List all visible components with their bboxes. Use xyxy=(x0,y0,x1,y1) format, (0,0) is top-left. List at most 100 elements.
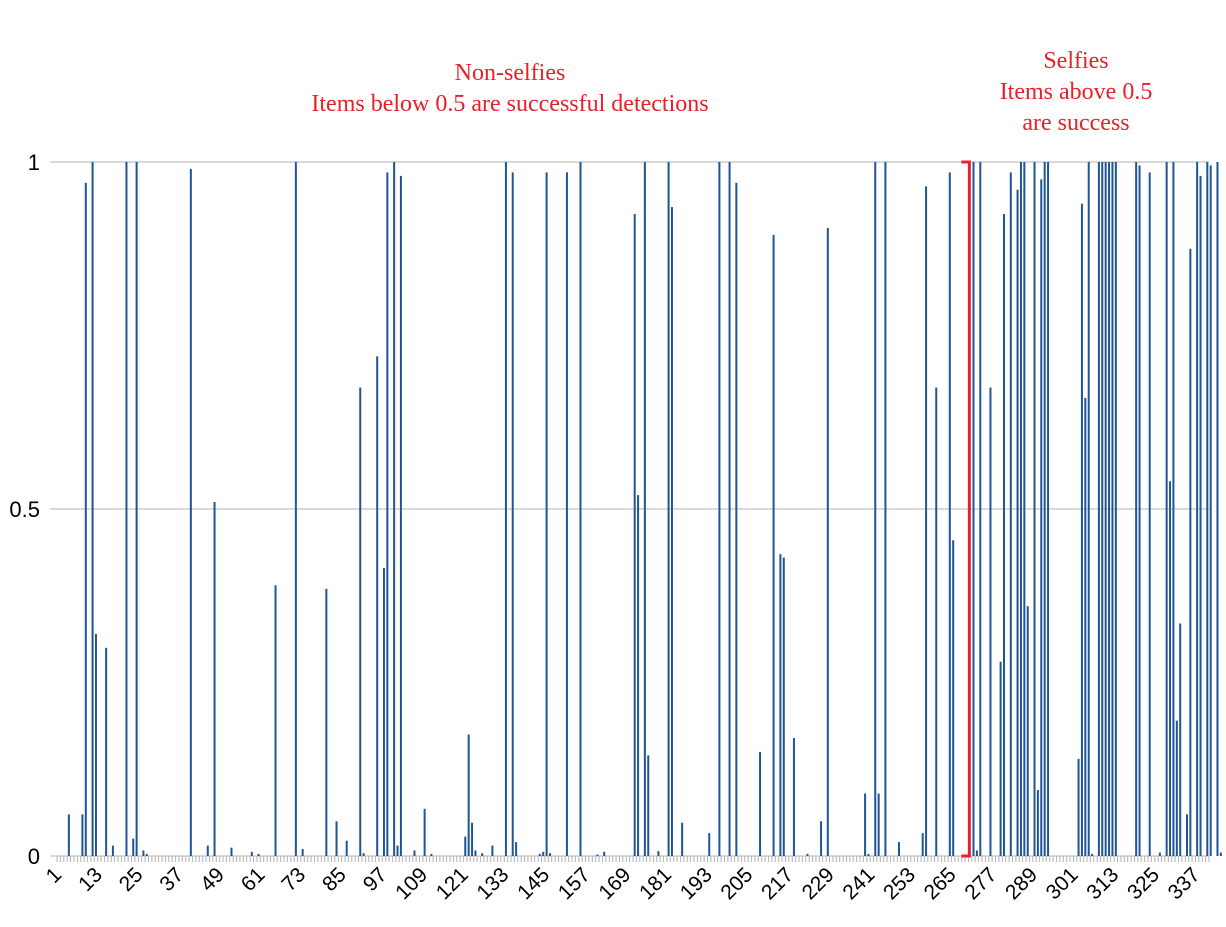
bar xyxy=(1216,162,1219,856)
bar xyxy=(105,647,108,856)
bar xyxy=(81,814,84,856)
bar xyxy=(1009,172,1012,856)
bar xyxy=(542,851,545,856)
bar xyxy=(125,162,128,856)
bar xyxy=(897,842,900,856)
bar xyxy=(376,356,379,856)
bar xyxy=(1138,165,1141,857)
bar xyxy=(382,567,385,856)
x-tick-label: 205 xyxy=(716,863,757,904)
x-tick-label: 265 xyxy=(920,863,961,904)
x-tick-label: 289 xyxy=(1001,863,1042,904)
bar xyxy=(1209,165,1212,857)
bar xyxy=(396,845,399,856)
x-tick-label: 133 xyxy=(472,863,513,904)
bar xyxy=(1084,397,1087,856)
bar xyxy=(111,845,114,856)
bar xyxy=(874,162,877,856)
x-tick-label: 217 xyxy=(757,863,798,904)
x-tick-label: 73 xyxy=(277,863,310,896)
bar xyxy=(948,172,951,856)
bar xyxy=(1101,162,1104,856)
bar xyxy=(471,822,474,856)
bar xyxy=(1148,172,1151,856)
bar xyxy=(1108,162,1111,856)
bar xyxy=(735,182,738,856)
bar xyxy=(1023,162,1026,856)
bar xyxy=(1033,162,1036,856)
bar xyxy=(84,182,87,856)
bar xyxy=(467,734,470,856)
bar xyxy=(1114,162,1117,856)
bar xyxy=(345,840,348,856)
y-tick-label: 0.5 xyxy=(9,497,40,522)
x-tick-label: 121 xyxy=(432,863,473,904)
bar xyxy=(1111,162,1114,856)
bar xyxy=(708,833,711,856)
bar xyxy=(1199,175,1202,856)
x-tick-label: 169 xyxy=(594,863,635,904)
bar xyxy=(979,162,982,856)
y-axis-tick-labels: 00.51 xyxy=(9,150,40,869)
bar xyxy=(362,853,365,856)
bar xyxy=(1047,162,1050,856)
bar xyxy=(935,387,938,856)
bar xyxy=(792,738,795,856)
bar xyxy=(274,585,277,856)
bar xyxy=(1026,606,1029,856)
x-tick-label: 49 xyxy=(196,863,229,896)
bar xyxy=(142,850,145,856)
non-selfies-annotation: Non-selfies Items below 0.5 are successf… xyxy=(210,58,810,120)
bar xyxy=(515,842,518,856)
x-tick-label: 277 xyxy=(960,863,1001,904)
bar xyxy=(1003,214,1006,857)
x-tick-label: 337 xyxy=(1164,863,1205,904)
bar xyxy=(1219,852,1222,856)
bar xyxy=(423,808,426,856)
bar xyxy=(545,172,548,856)
bar xyxy=(1165,162,1168,856)
bar xyxy=(633,214,636,857)
bar xyxy=(1189,248,1192,856)
bar xyxy=(301,849,304,856)
bar xyxy=(464,836,467,856)
bar xyxy=(657,851,660,856)
bar xyxy=(91,162,94,856)
bar xyxy=(548,853,551,856)
bar xyxy=(565,172,568,856)
x-tick-label: 229 xyxy=(798,863,839,904)
x-tick-label: 325 xyxy=(1123,863,1164,904)
x-tick-label: 37 xyxy=(155,863,188,896)
bar xyxy=(250,851,253,856)
bar xyxy=(511,172,514,856)
x-tick-label: 145 xyxy=(513,863,554,904)
bar xyxy=(989,387,992,856)
bar xyxy=(1104,162,1107,856)
bar xyxy=(1019,162,1022,856)
bar xyxy=(325,588,328,856)
bar xyxy=(399,175,402,856)
bar xyxy=(806,853,809,856)
bar xyxy=(1196,162,1199,856)
bar xyxy=(1175,720,1178,856)
x-tick-label: 61 xyxy=(237,863,270,896)
bar xyxy=(1097,162,1100,856)
bar xyxy=(952,540,955,856)
x-tick-label: 1 xyxy=(42,863,67,888)
bar xyxy=(643,162,646,856)
bar xyxy=(132,838,135,856)
bar xyxy=(1179,623,1182,856)
bar xyxy=(596,854,599,856)
x-minor-ticks xyxy=(56,856,1210,862)
bar xyxy=(430,853,433,856)
y-tick-label: 1 xyxy=(28,150,40,175)
bar xyxy=(230,847,233,856)
bar xyxy=(1043,162,1046,856)
selfie-divider-bracket xyxy=(961,160,971,858)
bar xyxy=(647,755,650,856)
y-tick-label: 0 xyxy=(28,844,40,869)
bar xyxy=(1087,162,1090,856)
bar xyxy=(1172,162,1175,856)
non-selfies-title: Non-selfies xyxy=(454,60,566,86)
bar xyxy=(759,751,762,856)
